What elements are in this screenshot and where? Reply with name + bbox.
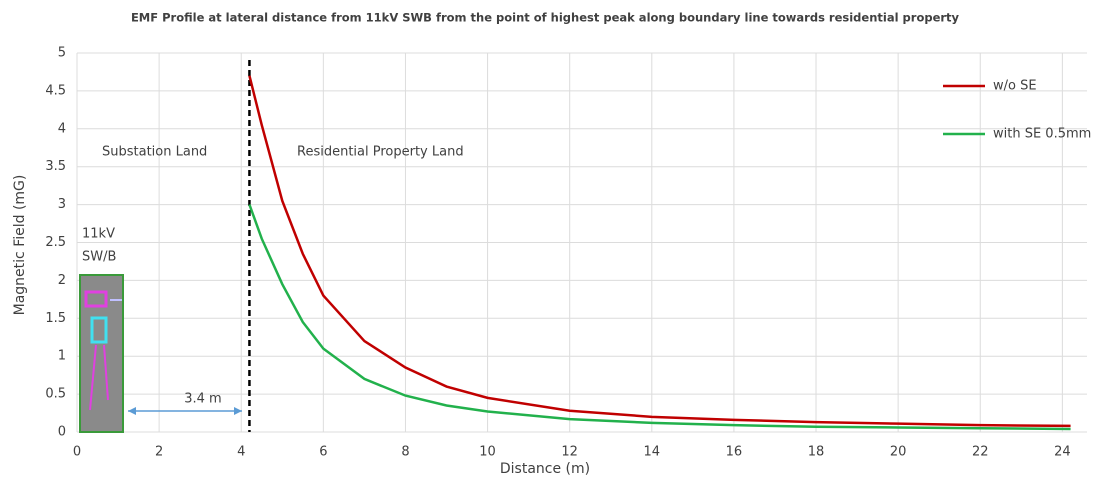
y-tick-label: 0.5	[45, 387, 66, 402]
y-tick-label: 2	[58, 273, 66, 288]
y-tick-label: 4.5	[45, 83, 66, 98]
series-line	[249, 205, 1070, 429]
y-tick-label: 3.5	[45, 159, 66, 174]
y-tick-label: 1.5	[45, 311, 66, 326]
x-tick-label: 18	[808, 445, 825, 460]
legend-label: with SE 0.5mm	[993, 127, 1091, 142]
x-tick-label: 22	[972, 445, 989, 460]
x-tick-label: 12	[561, 445, 578, 460]
annotation: 11kV	[82, 227, 115, 242]
x-axis-label: Distance (m)	[500, 461, 590, 477]
grid	[77, 53, 1087, 432]
distance-arrow	[128, 407, 242, 415]
annotation: 3.4 m	[184, 392, 221, 407]
x-tick-label: 6	[319, 445, 327, 460]
x-tick-label: 24	[1054, 445, 1071, 460]
y-axis-label: Magnetic Field (mG)	[12, 175, 28, 316]
x-tick-label: 20	[890, 445, 907, 460]
x-tick-label: 8	[401, 445, 409, 460]
series-line	[249, 76, 1070, 426]
y-tick-label: 2.5	[45, 235, 66, 250]
y-tick-label: 1	[58, 349, 66, 364]
switchboard-icon	[80, 275, 123, 432]
legend-label: w/o SE	[993, 79, 1037, 94]
x-tick-label: 4	[237, 445, 245, 460]
x-tick-label: 16	[726, 445, 743, 460]
annotation: SW/B	[82, 250, 116, 265]
x-tick-label: 14	[644, 445, 661, 460]
annotation: Residential Property Land	[297, 145, 464, 160]
x-tick-label: 2	[155, 445, 163, 460]
y-tick-label: 5	[58, 46, 66, 61]
annotation: Substation Land	[102, 145, 207, 160]
y-tick-label: 3	[58, 197, 66, 212]
x-tick-label: 10	[479, 445, 496, 460]
x-tick-label: 0	[73, 445, 81, 460]
chart: EMF Profile at lateral distance from 11k…	[0, 0, 1102, 477]
y-tick-label: 0	[58, 425, 66, 440]
y-tick-label: 4	[58, 121, 66, 136]
chart-title: EMF Profile at lateral distance from 11k…	[131, 11, 960, 25]
